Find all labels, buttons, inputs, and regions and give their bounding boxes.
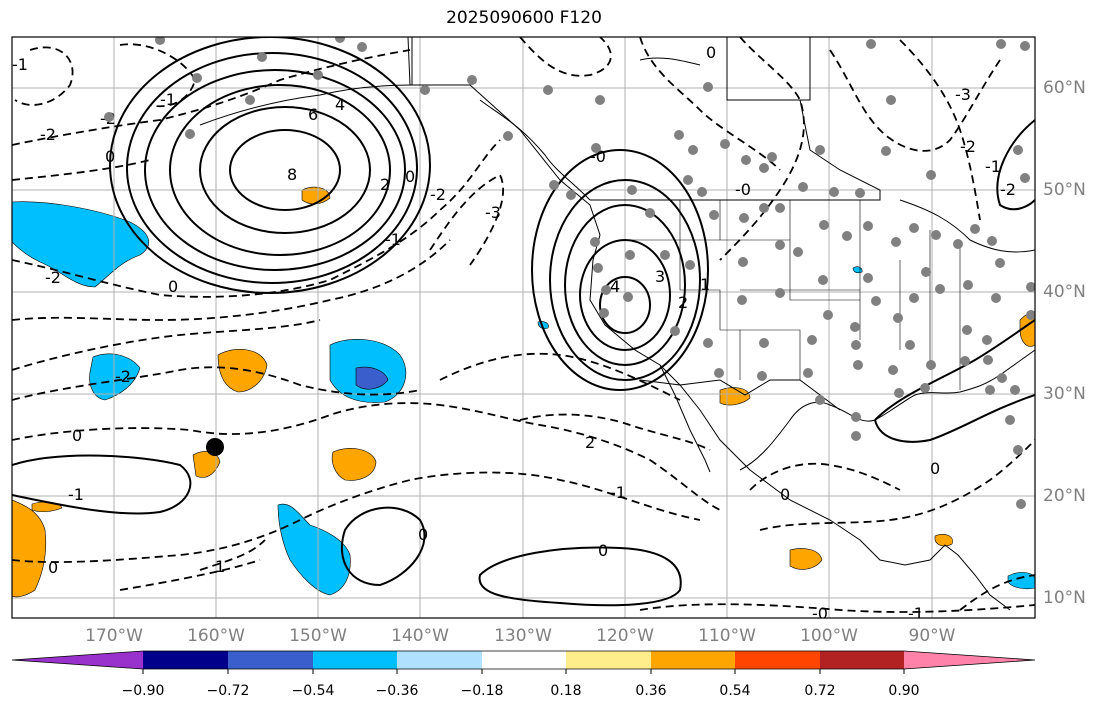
contour-label: 0 — [105, 147, 115, 166]
colorbar-segment — [820, 651, 904, 669]
lon-label: 160°W — [187, 626, 245, 646]
lon-label: 170°W — [85, 626, 143, 646]
lat-label: 40°N — [1043, 282, 1086, 302]
colorbar-tick-label: 0.36 — [635, 683, 667, 699]
contour-label: -3 — [485, 203, 501, 222]
contour-label: -1 — [385, 230, 401, 249]
colorbar-segment — [735, 651, 820, 669]
contour-label: 0 — [598, 541, 608, 560]
contour-label: 0 — [706, 43, 716, 62]
contour-label: 2 — [678, 293, 688, 312]
contour-label: 0 — [930, 459, 940, 478]
location-marker — [206, 438, 224, 456]
contour-label: -2 — [45, 268, 61, 287]
lon-label: 140°W — [391, 626, 449, 646]
lat-label: 60°N — [1043, 78, 1086, 98]
colorbar-segment — [313, 651, 397, 669]
contour-label: 0 — [418, 525, 428, 544]
colorbar-segment — [651, 651, 735, 669]
colorbar-tick-label: 0.90 — [888, 683, 920, 699]
contour-label: 0 — [168, 277, 178, 296]
contour-label: 3 — [655, 267, 665, 286]
colorbar-tick-label: −0.18 — [460, 683, 504, 699]
contours-positive — [12, 37, 1035, 607]
colorbar-segment — [143, 651, 228, 669]
contour-label: 0 — [780, 485, 790, 504]
contour-label: 2 — [380, 175, 390, 194]
contour-label: 1 — [700, 275, 710, 294]
lat-label: 50°N — [1043, 180, 1086, 200]
contour-label: 4 — [335, 95, 345, 114]
map-frame — [11, 36, 1036, 619]
contour-label: -2 — [430, 185, 446, 204]
contour-label: -2 — [40, 125, 56, 144]
colorbar-tick-label: 0.18 — [550, 683, 582, 699]
contour-label: 1 — [215, 557, 225, 576]
contour-label: -0 — [812, 604, 828, 623]
state-borders — [630, 200, 961, 390]
lon-label: 150°W — [289, 626, 347, 646]
contour-label: 8 — [287, 165, 297, 184]
colorbar-segment — [12, 651, 143, 669]
contour-label: -1 — [68, 485, 84, 504]
lat-label: 30°N — [1043, 384, 1086, 404]
colorbar-segment — [904, 651, 1035, 669]
coastlines — [199, 37, 1035, 611]
contour-label: 6 — [308, 105, 318, 124]
contour-label: -2 — [1000, 180, 1016, 199]
lon-label: 120°W — [596, 626, 654, 646]
lon-label: 100°W — [800, 626, 858, 646]
colorbar-tick-label: −0.36 — [375, 683, 419, 699]
map-plot-area: 8 6 4 2 0 -2 -3 -1 0 4 3 2 1 -2 0 -1 -2 … — [12, 37, 1035, 623]
colorbar-tick-label: −0.90 — [121, 683, 165, 699]
contour-label: -2 — [115, 367, 131, 386]
contour-label: 2 — [585, 433, 595, 452]
map-title: 2025090600 F120 — [446, 8, 602, 28]
contour-label: -2 — [960, 137, 976, 156]
colorbar — [11, 650, 1036, 674]
colorbar-tick-label: −0.72 — [206, 683, 250, 699]
contour-label: -0 — [735, 180, 751, 199]
contour-label: -1 — [985, 157, 1001, 176]
contour-label: 0 — [48, 558, 58, 577]
gridlines — [12, 37, 1035, 618]
lat-label: 10°N — [1043, 588, 1086, 608]
shaded-fills — [12, 186, 1035, 598]
contour-label: -3 — [955, 85, 971, 104]
lon-label: 110°W — [698, 626, 756, 646]
colorbar-segment — [566, 651, 651, 669]
colorbar-segment — [482, 651, 566, 669]
contour-label: 0 — [72, 426, 82, 445]
contour-label: 0 — [405, 167, 415, 186]
colorbar-segment — [228, 651, 313, 669]
lon-label: 90°W — [908, 626, 956, 646]
contour-label-group: 8 6 4 2 0 -2 -3 -1 0 4 3 2 1 -2 0 -1 -2 … — [12, 43, 1016, 623]
contours-negative — [12, 37, 1035, 613]
lon-label: 130°W — [494, 626, 552, 646]
contour-label: -1 — [610, 483, 626, 502]
contour-label: -1 — [160, 90, 176, 109]
colorbar-segment — [397, 651, 482, 669]
contour-label: -1 — [908, 604, 924, 623]
colorbar-tick-label: 0.54 — [719, 683, 751, 699]
lat-label: 20°N — [1043, 486, 1086, 506]
colorbar-tick-label: −0.54 — [291, 683, 335, 699]
contour-label: 4 — [610, 277, 620, 296]
station-dots — [104, 37, 1035, 509]
contour-label: -1 — [12, 55, 28, 74]
colorbar-tick-label: 0.72 — [804, 683, 836, 699]
